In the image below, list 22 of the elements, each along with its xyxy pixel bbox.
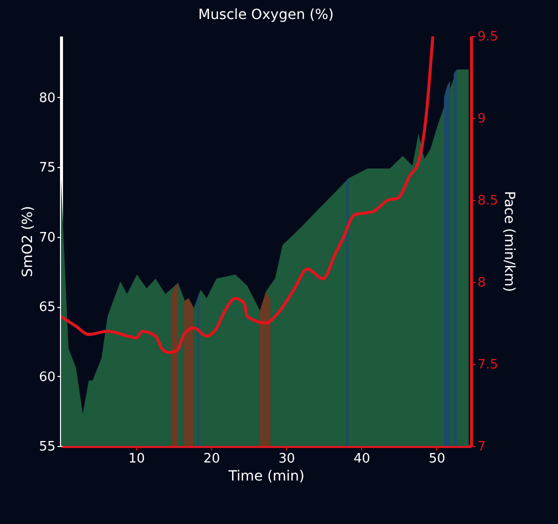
y-tick-label: 80 — [38, 90, 56, 106]
x-tick-label: 40 — [354, 452, 370, 466]
line-series — [61, 36, 434, 354]
y2-tick-label: 8 — [478, 276, 486, 290]
x-tick-label: 10 — [128, 452, 145, 466]
y2-tick-label: 9 — [478, 112, 486, 126]
y2-axis-title: Pace (min/km) — [501, 191, 518, 292]
y2-tick-label: 7.5 — [478, 358, 498, 372]
y2-tick-label: 7 — [478, 440, 486, 454]
y-tick-label: 70 — [38, 230, 56, 246]
chart-title: Muscle Oxygen (%) — [198, 7, 334, 23]
y-tick-label: 75 — [38, 160, 56, 176]
x-tick-label: 50 — [428, 452, 446, 466]
y-axis-title: SmO2 (%) — [20, 206, 36, 278]
x-axis-title: Time (min) — [227, 468, 305, 484]
y-tick-label: 60 — [38, 370, 56, 385]
x-tick-label: 20 — [203, 452, 220, 466]
y2-tick-label: 8.5 — [478, 194, 498, 208]
y-tick-label: 55 — [38, 440, 56, 454]
x-tick-label: 30 — [278, 452, 296, 466]
y-tick-label: 65 — [38, 300, 56, 316]
y2-tick-label: 9.5 — [478, 30, 498, 44]
